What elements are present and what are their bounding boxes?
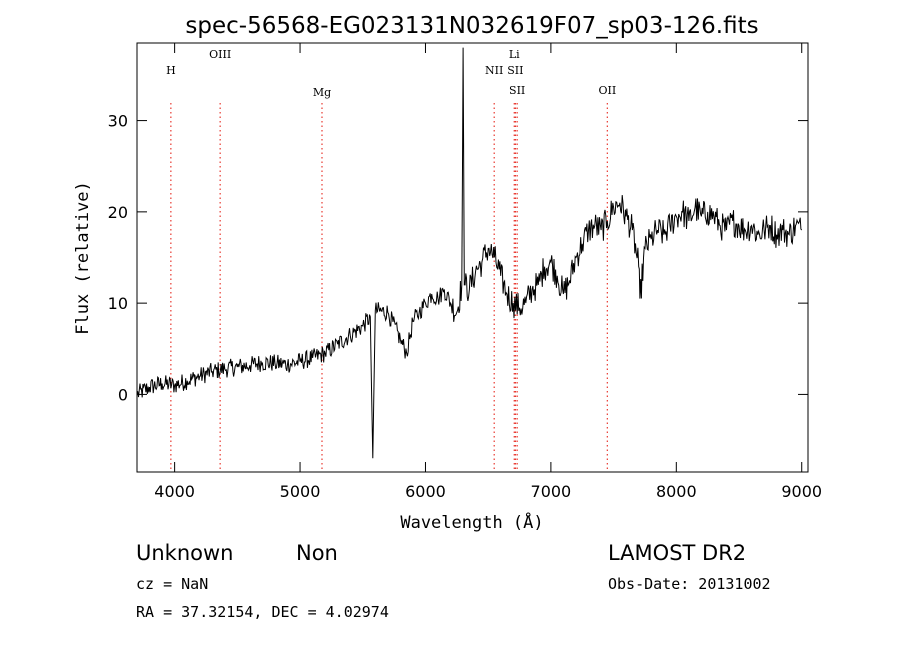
cz-value: cz = NaN (136, 575, 209, 593)
y-axis: 0 10 20 30 (108, 112, 808, 404)
line-marker-label: Li (509, 48, 520, 61)
line-marker-label: SII (509, 84, 525, 97)
y-tick-label: 10 (108, 294, 128, 313)
y-tick-label: 20 (108, 203, 128, 222)
line-marker-label: SII (507, 64, 523, 77)
x-axis: 4000 5000 6000 7000 8000 9000 (154, 43, 822, 501)
line-marker-label: Mg (313, 86, 331, 99)
x-tick-label: 4000 (154, 482, 195, 501)
line-marker-label: OIII (209, 48, 231, 61)
subclass-label: Non (296, 541, 338, 565)
line-marker-label: OII (598, 84, 616, 97)
x-tick-label: 9000 (781, 482, 822, 501)
x-tick-label: 7000 (531, 482, 572, 501)
spectrum-line (136, 47, 803, 459)
line-markers: H OIII Mg NII Li SII SII OII (166, 48, 616, 472)
coordinates: RA = 37.32154, DEC = 4.02974 (136, 603, 389, 621)
plot-frame (136, 42, 809, 473)
y-tick-label: 30 (108, 112, 128, 131)
line-marker-label: H (166, 64, 176, 77)
x-tick-label: 8000 (656, 482, 697, 501)
y-tick-label: 0 (118, 385, 128, 404)
survey-label: LAMOST DR2 (608, 541, 747, 565)
x-axis-label: Wavelength (Å) (400, 511, 543, 533)
series-group (136, 47, 803, 459)
y-axis-label: Flux (relative) (73, 181, 93, 335)
chart-title: spec-56568-EG023131N032619F07_sp03-126.f… (185, 13, 758, 39)
obs-date: Obs-Date: 20131002 (608, 575, 771, 593)
line-marker-label: NII (485, 64, 503, 77)
x-tick-label: 5000 (280, 482, 321, 501)
x-tick-label: 6000 (405, 482, 446, 501)
class-label: Unknown (136, 541, 234, 565)
